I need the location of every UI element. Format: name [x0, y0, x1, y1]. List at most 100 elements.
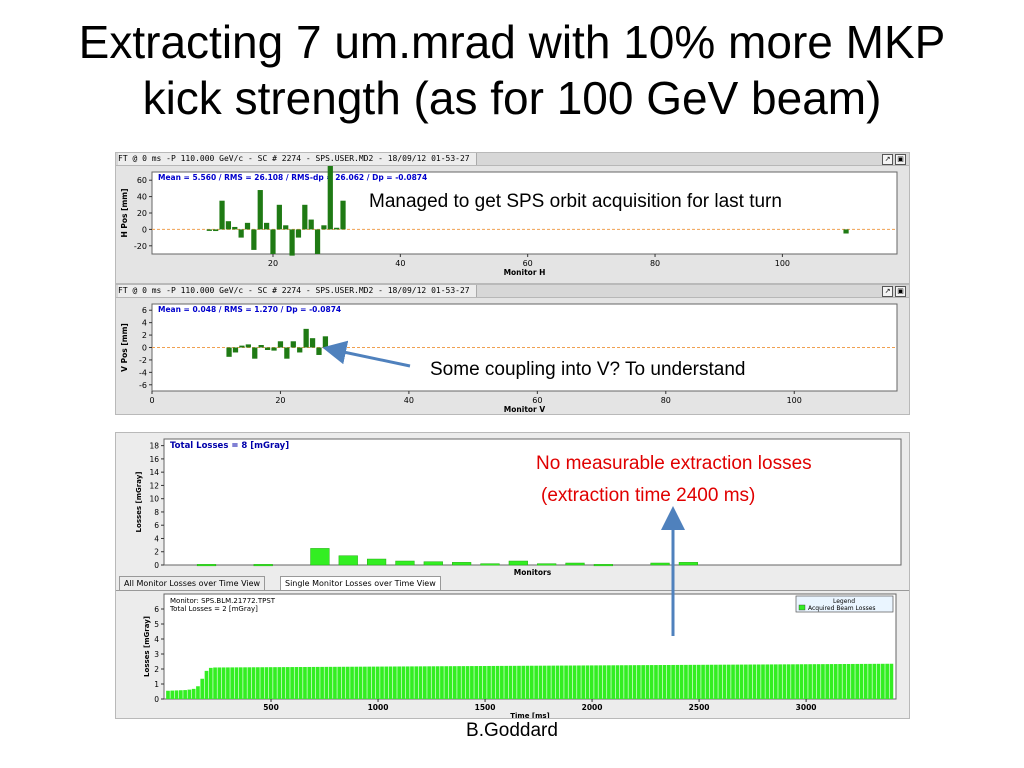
v-orbit-bar	[303, 328, 309, 348]
v-orbit-header: FT @ 0 ms -P 110.000 GeV/c - SC # 2274 -…	[118, 285, 477, 297]
v-orbit-bar	[284, 347, 290, 359]
time-loss-bar	[183, 690, 187, 699]
time-loss-bar	[722, 664, 727, 699]
time-loss-bar	[273, 667, 277, 699]
h-orbit-bar	[314, 229, 321, 254]
time-loss-bar	[786, 664, 791, 699]
time-loss-bar	[799, 664, 804, 699]
h-orbit-bar	[321, 225, 327, 230]
time-loss-bar	[290, 667, 294, 699]
h-orbit-bar	[276, 204, 282, 230]
blm-monitor-bar	[480, 563, 500, 566]
time-loss-bar	[701, 664, 705, 699]
blm-monitor-bar	[537, 563, 557, 566]
time-loss-bar	[684, 664, 688, 699]
time-loss-bar	[825, 664, 830, 699]
time-loss-bar	[281, 667, 286, 699]
time-loss-bar	[388, 666, 393, 699]
time-loss-bar	[611, 665, 616, 699]
time-x-tick-label: 3000	[796, 703, 817, 712]
time-loss-bar	[568, 665, 573, 699]
time-loss-bar	[341, 666, 346, 699]
time-loss-bar	[208, 667, 213, 699]
time-loss-bar	[555, 665, 560, 699]
time-y-tick-label: 3	[154, 650, 159, 659]
blm-x-axis-label: Monitors	[514, 568, 552, 577]
h-orbit-plot-area	[151, 171, 898, 255]
blm-y-axis-label: Losses [mGray]	[135, 472, 143, 533]
time-loss-bar	[371, 666, 376, 699]
time-loss-bar	[517, 665, 521, 699]
h-orbit-x-tick-label: 20	[268, 259, 278, 268]
time-loss-bar	[812, 664, 817, 699]
time-x-tick-label: 2500	[689, 703, 710, 712]
time-loss-bar	[761, 664, 765, 699]
time-loss-bar	[739, 664, 744, 699]
v-orbit-bar	[226, 347, 232, 357]
time-loss-bar	[671, 664, 675, 699]
maximize-icon[interactable]: ↗	[882, 286, 893, 297]
time-loss-bar	[251, 667, 256, 699]
time-loss-bar	[247, 667, 252, 699]
time-loss-bar	[187, 689, 192, 699]
v-orbit-y-tick-label: -2	[139, 356, 147, 365]
time-loss-bar	[440, 666, 444, 699]
h-orbit-bar	[340, 200, 346, 230]
time-loss-bar	[350, 666, 354, 699]
blm-title: Total Losses = 8 [mGray]	[170, 441, 289, 451]
slide-title: Extracting 7 um.mrad with 10% more MKP k…	[0, 14, 1024, 126]
time-loss-bar	[658, 665, 663, 699]
time-loss-bar	[435, 666, 440, 699]
h-orbit-title-bar: FT @ 0 ms -P 110.000 GeV/c - SC # 2274 -…	[116, 153, 909, 166]
time-loss-bar	[461, 666, 466, 699]
time-loss-bar	[380, 666, 384, 699]
v-orbit-bar	[290, 341, 296, 348]
legend-item: Acquired Beam Losses	[808, 605, 876, 612]
time-loss-bar	[401, 666, 406, 699]
v-orbit-y-tick-label: -6	[139, 381, 147, 390]
blm-y-tick-label: 16	[149, 455, 159, 464]
time-loss-bar	[521, 665, 526, 699]
time-loss-bar	[803, 664, 808, 699]
v-orbit-panel: FT @ 0 ms -P 110.000 GeV/c - SC # 2274 -…	[115, 284, 910, 415]
blm-y-tick-label: 12	[149, 481, 159, 490]
tab-single-monitor-losses[interactable]: Single Monitor Losses over Time View	[280, 576, 441, 590]
orbit-note: Managed to get SPS orbit acquisition for…	[369, 191, 782, 212]
h-orbit-bar	[213, 229, 219, 232]
blm-monitor-bar	[452, 562, 472, 566]
time-loss-bar	[679, 664, 684, 699]
time-loss-bar	[559, 665, 564, 699]
maximize-icon[interactable]: ↗	[882, 154, 893, 165]
h-orbit-x-tick-label: 40	[395, 259, 405, 268]
h-orbit-y-tick-label: -20	[134, 242, 147, 251]
time-monitor-name: Monitor: SPS.BLM.21772.TPST	[170, 597, 276, 605]
restore-icon[interactable]: ▣	[895, 286, 906, 297]
time-loss-bar	[619, 665, 624, 699]
blm-monitor-bar	[423, 561, 443, 566]
time-loss-bar	[375, 666, 380, 699]
author: B.Goddard	[466, 720, 558, 741]
time-loss-bar	[243, 667, 247, 699]
v-orbit-bar	[277, 341, 284, 348]
time-loss-bar	[328, 666, 333, 699]
h-orbit-bar	[219, 200, 225, 230]
v-orbit-bar	[264, 347, 271, 350]
restore-icon[interactable]: ▣	[895, 154, 906, 165]
time-loss-bar	[876, 663, 881, 699]
time-loss-bar	[538, 665, 543, 699]
blm-monitor-bar	[253, 564, 273, 567]
time-loss-bar	[829, 664, 834, 699]
blm-y-tick-label: 8	[154, 508, 159, 517]
time-loss-bar	[782, 664, 787, 699]
h-orbit-bar	[283, 225, 289, 230]
time-y-tick-label: 5	[154, 620, 159, 629]
v-orbit-y-tick-label: -4	[139, 368, 147, 377]
legend-swatch	[798, 604, 806, 611]
time-loss-bar	[654, 665, 658, 699]
time-loss-bar	[821, 664, 825, 699]
h-orbit-bar	[225, 221, 232, 230]
h-orbit-bar	[206, 229, 212, 231]
tab-all-monitor-losses[interactable]: All Monitor Losses over Time View	[119, 576, 266, 590]
time-y-axis-label: Losses [mGray]	[143, 616, 151, 677]
